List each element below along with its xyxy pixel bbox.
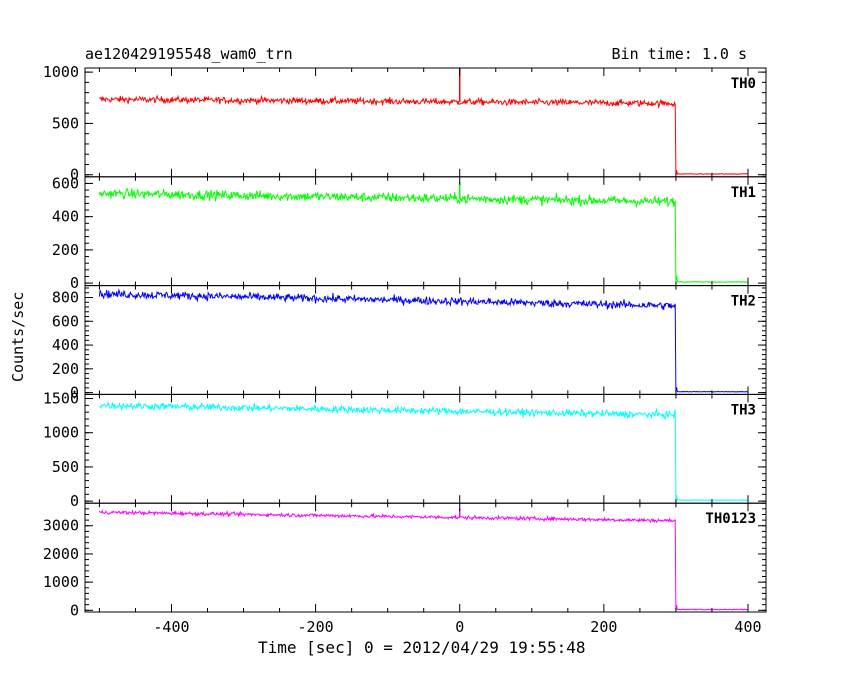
y-tick-label: 400 bbox=[52, 336, 79, 354]
series-label-th1: TH1 bbox=[731, 185, 756, 201]
y-tick-label: 200 bbox=[52, 241, 79, 259]
y-tick-label: 0 bbox=[70, 166, 79, 184]
y-tick-label: 500 bbox=[52, 114, 79, 132]
x-tick-label: 400 bbox=[734, 618, 761, 636]
series-line-th1 bbox=[98, 188, 749, 283]
y-tick-label: 600 bbox=[52, 312, 79, 330]
series-line-th0 bbox=[99, 94, 749, 175]
series-label-th3: TH3 bbox=[731, 402, 756, 418]
series-line-th3 bbox=[99, 400, 749, 502]
series-line-th0123 bbox=[98, 508, 748, 611]
y-tick-label: 200 bbox=[52, 360, 79, 378]
series-line-th2 bbox=[98, 288, 748, 393]
y-tick-label: 1000 bbox=[43, 573, 79, 591]
y-tick-label: 1000 bbox=[43, 424, 79, 442]
y-tick-label: 1500 bbox=[43, 390, 79, 408]
series-label-th0: TH0 bbox=[731, 76, 756, 92]
panel-frame-th0 bbox=[84, 67, 767, 178]
y-tick-label: 0 bbox=[70, 384, 79, 402]
series-label-th2: TH2 bbox=[731, 294, 756, 310]
y-tick-label: 1000 bbox=[43, 63, 79, 81]
y-tick-label: 400 bbox=[52, 208, 79, 226]
y-tick-label: 800 bbox=[52, 288, 79, 306]
y-tick-label: 600 bbox=[52, 174, 79, 192]
y-tick-label: 0 bbox=[70, 601, 79, 619]
y-tick-label: 0 bbox=[70, 274, 79, 292]
y-tick-label: 500 bbox=[52, 458, 79, 476]
x-tick-label: -200 bbox=[298, 618, 334, 636]
y-axis-label: Counts/sec bbox=[9, 291, 27, 382]
x-tick-label: -400 bbox=[153, 618, 189, 636]
x-tick-label: 0 bbox=[455, 618, 464, 636]
chart-title: ae120429195548_wam0_trn bbox=[85, 45, 293, 63]
bin-time-label: Bin time: 1.0 s bbox=[611, 45, 747, 63]
panel-frame-th0123 bbox=[84, 502, 767, 613]
panel-frame-th1 bbox=[84, 176, 767, 287]
panel-frame-th3 bbox=[84, 393, 767, 504]
x-tick-label: 200 bbox=[590, 618, 617, 636]
y-tick-label: 3000 bbox=[43, 517, 79, 535]
series-label-th0123: TH0123 bbox=[705, 511, 756, 527]
x-axis-label: Time [sec] 0 = 2012/04/29 19:55:48 bbox=[258, 638, 586, 657]
y-tick-label: 2000 bbox=[43, 545, 79, 563]
y-tick-label: 0 bbox=[70, 492, 79, 510]
